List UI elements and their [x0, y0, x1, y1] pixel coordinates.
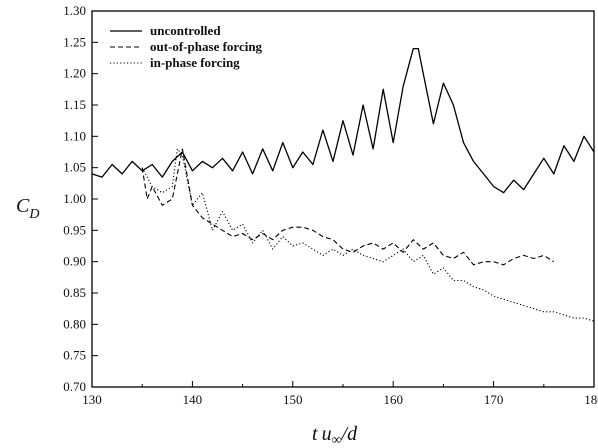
- x-tick-label: 180: [584, 392, 598, 407]
- x-tick-label: 140: [183, 392, 203, 407]
- y-tick-label: 0.70: [63, 379, 86, 394]
- x-tick-label: 160: [383, 392, 403, 407]
- x-axis: 130 140 150 160 170 180: [82, 381, 598, 407]
- y-tick-label: 1.20: [63, 66, 86, 81]
- y-tick-label: 1.05: [63, 160, 86, 175]
- y-axis-title-subscript: D: [28, 207, 39, 222]
- series-lines: [91, 47, 595, 322]
- y-axis-title: CD: [16, 195, 39, 222]
- legend-label-in-phase: in-phase forcing: [150, 55, 240, 70]
- x-axis-title-u: u: [322, 423, 332, 445]
- x-axis-title: t u∞/d: [312, 423, 358, 448]
- y-tick-label: 0.90: [63, 254, 86, 269]
- y-axis-title-main: C: [16, 195, 30, 217]
- y-tick-label: 1.15: [63, 97, 86, 112]
- x-axis-title-t: t: [312, 423, 318, 445]
- y-tick-label: 1.10: [63, 128, 86, 143]
- y-tick-label: 1.00: [63, 191, 86, 206]
- y-tick-label: 0.80: [63, 316, 86, 331]
- y-axis: 0.70 0.75 0.80 0.85 0.90 0.95 1.00 1.05 1.10 1.15…: [63, 3, 98, 394]
- series-line-uncontrolled: [91, 47, 595, 194]
- series-line-out-of-phase-forcing: [141, 148, 555, 266]
- x-axis-title-infinity: ∞: [332, 433, 342, 448]
- y-tick-label: 0.85: [63, 285, 86, 300]
- legend: uncontrolled out-of-phase forcing in-pha…: [110, 23, 263, 70]
- y-tick-label: 1.25: [63, 34, 86, 49]
- x-tick-label: 130: [82, 392, 102, 407]
- y-tick-label: 0.75: [63, 348, 86, 363]
- y-tick-label: 0.95: [63, 222, 86, 237]
- x-tick-label: 170: [484, 392, 504, 407]
- series-line-in-phase-forcing: [141, 148, 595, 322]
- legend-label-out-of-phase: out-of-phase forcing: [150, 39, 263, 54]
- legend-label-uncontrolled: uncontrolled: [150, 23, 221, 38]
- x-axis-title-rest: /d: [341, 423, 359, 445]
- y-tick-label: 1.30: [63, 3, 86, 18]
- x-tick-label: 150: [283, 392, 303, 407]
